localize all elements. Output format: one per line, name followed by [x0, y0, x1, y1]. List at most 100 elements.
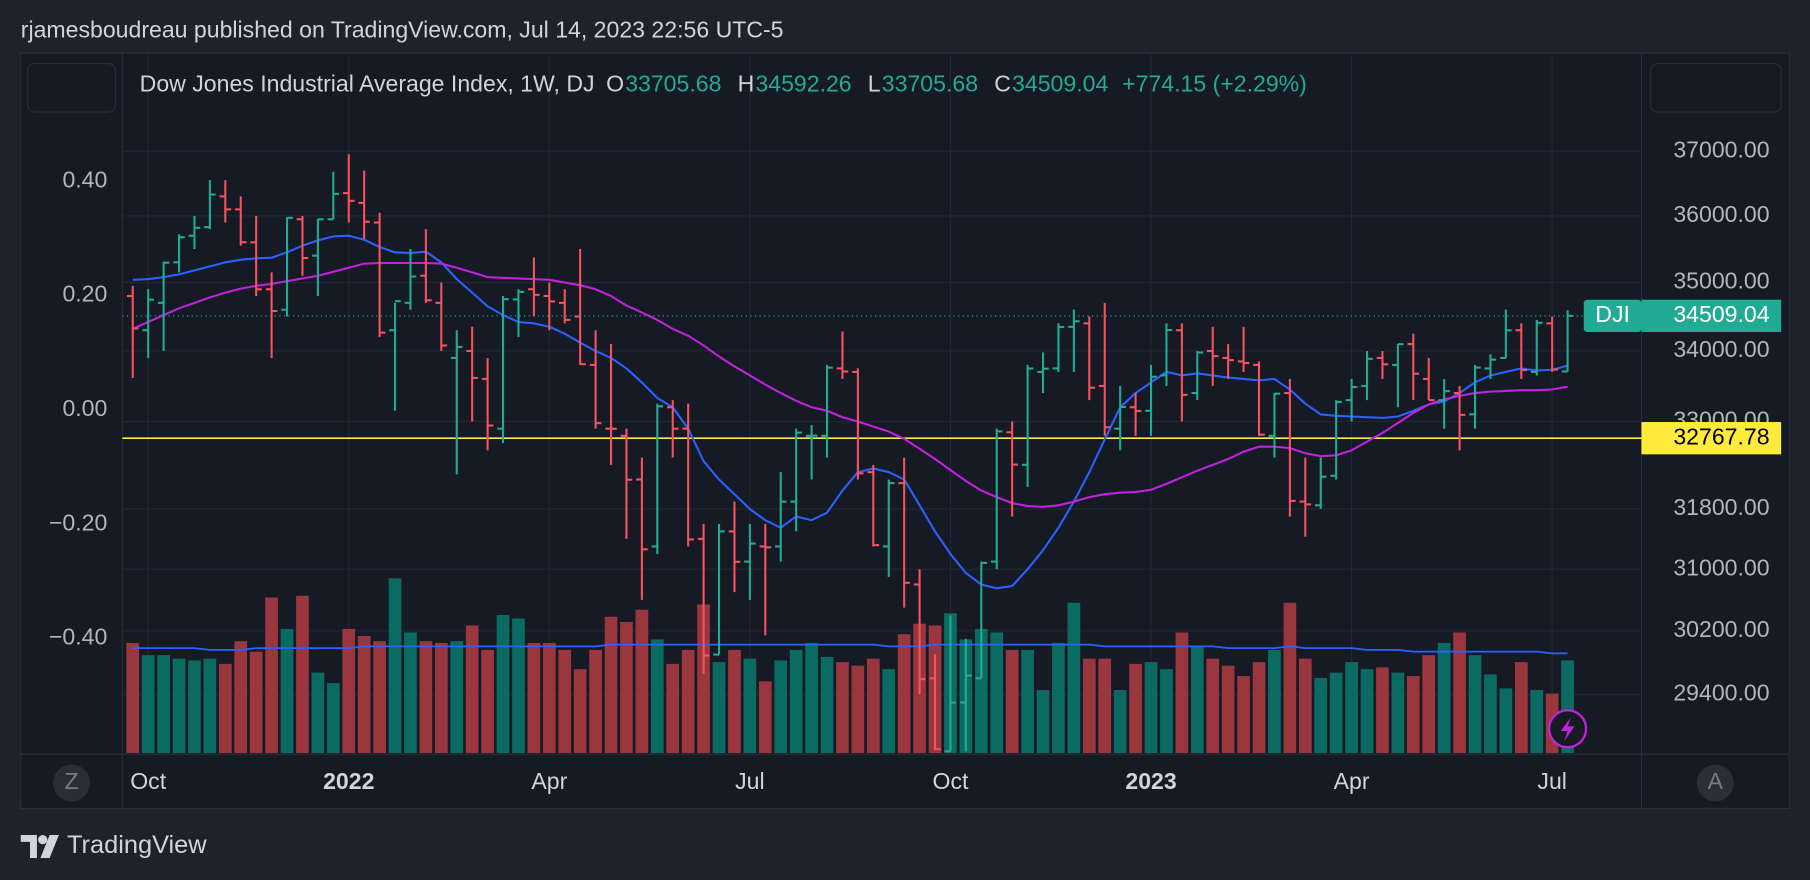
moving-average-line — [132, 234, 1568, 590]
brand-logo — [20, 834, 59, 859]
volume-bar — [1530, 690, 1544, 753]
volume-bar — [527, 642, 541, 753]
volume-bar — [234, 641, 248, 753]
volume-bar — [465, 625, 479, 753]
volume-bar — [388, 578, 402, 753]
volume-bar — [1499, 688, 1513, 753]
legend-item: H — [738, 71, 755, 97]
volume-bar — [1437, 642, 1451, 753]
hline-label: 32767.78 — [1673, 423, 1769, 449]
last-price-label: 34509.04 — [1673, 301, 1769, 327]
volume-bar — [681, 649, 695, 753]
volume-bar — [1268, 649, 1281, 753]
y-tick-label: 29400.00 — [1673, 679, 1769, 705]
volume-bar — [450, 641, 464, 753]
volume-bar — [1283, 602, 1297, 753]
y-tick-label: 31800.00 — [1673, 494, 1769, 520]
volume-bar — [805, 642, 818, 753]
brand: TradingView — [67, 831, 207, 859]
volume-bar — [419, 641, 433, 753]
toolbar-box[interactable] — [1650, 62, 1782, 113]
volume-bar — [1052, 642, 1065, 753]
volume-bar — [1391, 672, 1405, 753]
volume-bar — [820, 656, 834, 753]
x-tick-label: 2023 — [1125, 768, 1176, 794]
volume-bar — [573, 669, 587, 753]
volume-bar — [604, 616, 618, 753]
y-tick-label: 37000.00 — [1673, 136, 1769, 162]
x-tick-label: Jul — [735, 768, 765, 794]
volume-bar — [1036, 690, 1050, 753]
x-tick-label: Oct — [130, 768, 166, 794]
volume-bar — [836, 662, 849, 753]
y2-tick-label: 0.20 — [62, 281, 107, 307]
volume-bar — [1422, 655, 1436, 753]
volume-bar — [496, 614, 510, 753]
volume-bar — [635, 609, 649, 753]
y-tick-label: 35000.00 — [1673, 268, 1769, 294]
volume-bar — [265, 597, 278, 753]
volume-bar — [141, 655, 155, 753]
lightning-icon — [1560, 717, 1575, 742]
a-button[interactable] — [1696, 764, 1734, 802]
volume-bar — [1314, 677, 1328, 753]
volume-bar — [974, 628, 988, 753]
y2-tick-label: −0.20 — [49, 509, 107, 535]
y-tick-label: 30200.00 — [1673, 616, 1769, 642]
volume-bar — [1514, 662, 1528, 753]
toolbar-box[interactable] — [27, 62, 117, 113]
y-tick-label: 34000.00 — [1673, 336, 1769, 362]
y2-tick-label: −0.40 — [49, 624, 107, 650]
volume-bar — [1453, 632, 1466, 753]
volume-bar — [789, 649, 803, 753]
volume-bar — [326, 683, 340, 753]
volume-bar — [1237, 676, 1250, 753]
legend-item: O — [606, 71, 624, 97]
legend-item: 33705.68 — [625, 71, 721, 97]
x-tick-label: Jul — [1537, 768, 1567, 794]
volume-ma-line — [132, 643, 1568, 655]
volume-bar — [1067, 602, 1081, 753]
volume-bar — [280, 628, 294, 753]
volume-bar — [357, 635, 371, 753]
legend-item: Dow Jones Industrial Average Index, 1W, … — [140, 71, 595, 97]
volume-bar — [126, 642, 140, 753]
volume-bar — [1252, 662, 1266, 753]
legend-item: 33705.68 — [882, 71, 978, 97]
volume-bar — [650, 639, 664, 753]
header: rjamesboudreau published on TradingView.… — [21, 16, 784, 42]
x-tick-label: 2022 — [323, 768, 374, 794]
volume-bar — [1484, 674, 1497, 753]
plot-area: 29400.0030200.0031000.0031800.0033000.00… — [49, 54, 1782, 794]
legend-item: C — [994, 71, 1011, 97]
a-button-label[interactable]: A — [1708, 768, 1724, 794]
legend-item: 34592.26 — [755, 71, 851, 97]
legend-item: 34509.04 — [1012, 71, 1108, 97]
z-button-label[interactable]: Z — [65, 768, 79, 794]
volume-bar — [188, 660, 201, 753]
y-tick-label: 36000.00 — [1673, 201, 1769, 227]
volume-bar — [342, 628, 356, 753]
volume-bar — [434, 642, 448, 753]
logo-mark — [40, 834, 59, 859]
volume-bar — [172, 658, 186, 753]
logo-mark — [20, 834, 37, 859]
z-button[interactable] — [53, 764, 91, 802]
volume-bar — [296, 595, 309, 753]
ticker-label: DJI — [1595, 301, 1630, 327]
volume-bar — [311, 672, 325, 753]
x-tick-label: Oct — [933, 768, 969, 794]
volume-bar — [1144, 662, 1158, 753]
volume-bar — [1360, 669, 1374, 753]
volume-bar — [1206, 658, 1220, 753]
x-tick-label: Apr — [1334, 768, 1370, 794]
volume-bar — [1113, 690, 1127, 753]
volume-bar — [620, 621, 633, 753]
volume-bar — [1098, 658, 1112, 753]
volume-bar — [203, 658, 217, 753]
volume-bar — [758, 681, 772, 753]
volume-bar — [373, 641, 386, 753]
volume-bar — [512, 618, 525, 753]
